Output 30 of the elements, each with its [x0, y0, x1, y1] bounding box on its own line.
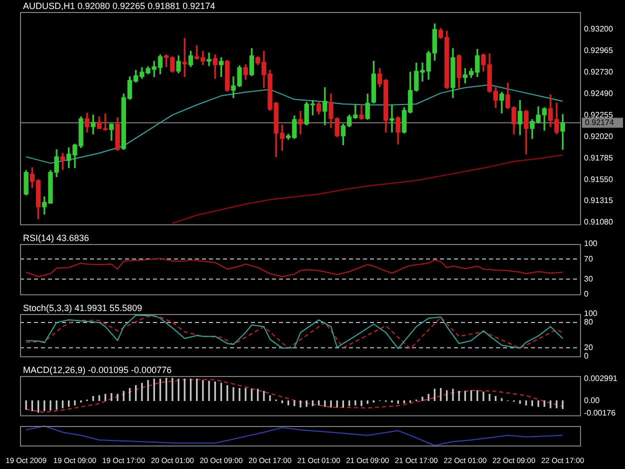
y-tick-label: 0.93200 — [584, 24, 614, 34]
y-tick-label: 0.92255 — [584, 110, 614, 120]
candlestick — [298, 110, 303, 134]
line-series — [26, 379, 564, 413]
y-tick-label: 0.92965 — [584, 46, 614, 55]
y-tick-label: 0.92730 — [584, 67, 614, 76]
chart-title: RSI(14) 43.6836 — [23, 232, 90, 243]
chart-title: Stoch(5,3,3) 41.9931 55.5809 — [23, 302, 142, 313]
y-tick-label: 30 — [584, 274, 594, 284]
ref-line-label: 0.92174 — [585, 118, 614, 127]
y-tick-label: 0.00 — [584, 396, 600, 405]
y-tick-label: -0.00176 — [584, 408, 616, 418]
y-tick-label: 0.91550 — [584, 174, 614, 184]
candlestick — [390, 104, 394, 133]
chart-title: AUDUSD,H1 0.92080 0.92265 0.91881 0.92174 — [23, 0, 216, 11]
y-tick-label: 0.91315 — [584, 196, 614, 206]
y-tick-label: 0.002991 — [584, 374, 618, 384]
y-tick-label: 80 — [584, 318, 594, 327]
y-tick-label: 100 — [584, 239, 598, 248]
y-tick-label: 0.91080 — [584, 218, 614, 227]
y-tick-label: 70 — [584, 254, 594, 264]
candlestick — [206, 52, 212, 66]
y-tick-label: 0.91785 — [584, 153, 614, 162]
y-tick-label: 0.92490 — [584, 89, 614, 98]
y-tick-label: 0 — [584, 289, 589, 298]
chart-title: MACD(12,26,9) -0.001095 -0.000776 — [23, 364, 172, 375]
y-tick-label: 20 — [584, 342, 594, 352]
y-tick-label: 100 — [584, 309, 598, 318]
y-tick-label: 0 — [584, 351, 589, 360]
y-tick-label: 0.92020 — [584, 132, 614, 141]
